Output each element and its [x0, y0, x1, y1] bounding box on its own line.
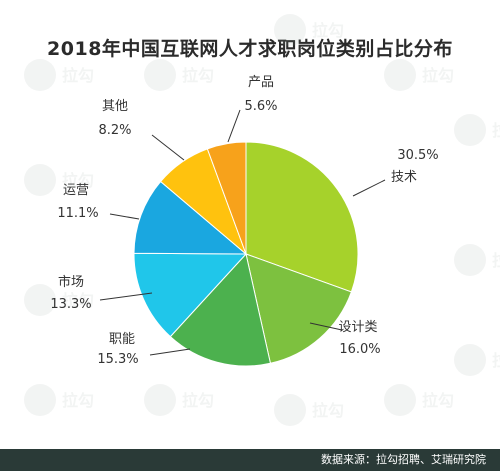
leader-line-4: [99, 292, 153, 301]
pie-slice-1: [245, 141, 359, 293]
watermark-logo: 拉勾: [454, 244, 500, 276]
leader-line-1: [352, 179, 386, 197]
leader-line-5: [109, 213, 140, 220]
watermark-logo: 拉勾: [274, 394, 344, 426]
watermark-text: 拉勾: [62, 291, 94, 310]
pie-slice-4: [133, 252, 248, 338]
pie-slice-3: [169, 252, 272, 367]
watermark-logo: 拉勾: [454, 114, 500, 146]
slice-category-label: 职能: [109, 332, 135, 347]
slice-value-label: 16.0%: [339, 342, 380, 357]
slice-value-label: 30.5%: [397, 148, 438, 163]
watermark-text: 拉勾: [182, 66, 214, 85]
watermark-logo: 拉勾: [384, 384, 454, 416]
slice-category-label: 设计类: [338, 320, 377, 335]
watermark-logo: 拉勾: [24, 59, 94, 91]
watermark-text: 拉勾: [182, 391, 214, 410]
watermark-text: 拉勾: [422, 66, 454, 85]
pie-slices: [133, 141, 359, 367]
watermark-logo: 拉勾: [24, 384, 94, 416]
watermark-logo: 拉勾: [384, 59, 454, 91]
slice-category-label: 产品: [248, 75, 274, 90]
watermark-text: 拉勾: [422, 391, 454, 410]
watermark-logo: 拉勾: [144, 59, 214, 91]
slice-value-label: 15.3%: [97, 352, 138, 367]
slice-value-label: 13.3%: [50, 297, 91, 312]
slice-labels: 技术 30.5% 设计类 16.0% 职能 15.3% 市场 13.3% 运营 11.1% 其他 8.…: [50, 75, 438, 367]
watermark-logo: 拉勾: [24, 164, 94, 196]
watermark-logo: 拉勾: [144, 384, 214, 416]
chart-title: 2018年中国互联网人才求职岗位类别占比分布: [47, 38, 453, 60]
watermark-text: 拉勾: [492, 121, 500, 140]
leader-line-3: [149, 348, 191, 356]
watermark-text: 拉勾: [62, 391, 94, 410]
source-footer: 数据来源：拉勾招聘、艾瑞研究院: [0, 449, 500, 471]
leader-line-6: [151, 134, 185, 161]
slice-value-label: 11.1%: [57, 206, 98, 221]
slice-category-label: 市场: [58, 274, 84, 290]
leader-lines: [99, 109, 386, 356]
watermark-layer: 拉勾拉勾拉勾拉勾拉勾拉勾拉勾拉勾拉勾拉勾拉勾拉勾拉勾: [24, 14, 500, 426]
pie-slice-2: [245, 253, 353, 364]
leader-line-7: [227, 109, 241, 143]
watermark-text: 拉勾: [312, 401, 344, 420]
watermark-text: 拉勾: [492, 351, 500, 370]
watermark-logo: 拉勾: [454, 344, 500, 376]
slice-value-label: 8.2%: [98, 123, 131, 138]
watermark-text: 拉勾: [492, 251, 500, 270]
watermark-text: 拉勾: [62, 66, 94, 85]
watermark-logo: 拉勾: [274, 14, 344, 46]
watermark-text: 拉勾: [62, 171, 94, 190]
pie-slice-7: [206, 141, 247, 255]
slice-category-label: 技术: [391, 170, 417, 185]
slice-value-label: 5.6%: [244, 99, 277, 114]
leader-line-2: [309, 322, 343, 331]
watermark-logo: 拉勾: [24, 284, 94, 316]
watermark-text: 拉勾: [312, 21, 344, 40]
slice-category-label: 运营: [63, 183, 89, 198]
pie-slice-5: [133, 180, 248, 255]
slice-category-label: 其他: [102, 99, 128, 114]
